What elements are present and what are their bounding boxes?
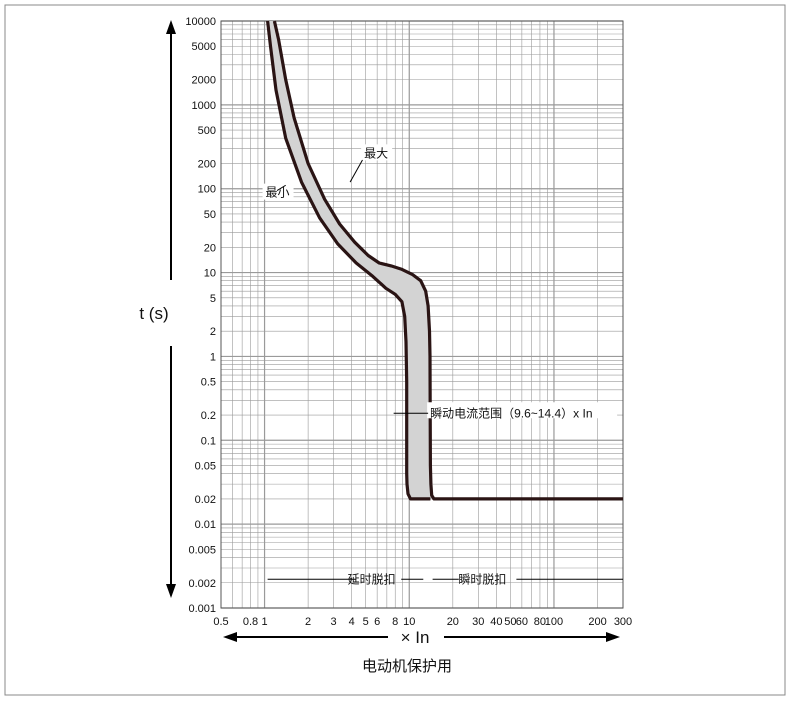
- y-axis-label: t (s): [139, 304, 168, 323]
- series-max-line: [272, 20, 623, 501]
- y-tick-label: 1000: [192, 100, 216, 112]
- y-tick-label: 2: [210, 326, 216, 338]
- x-tick-label: 6: [374, 616, 380, 628]
- x-tick-label: 40: [490, 616, 502, 628]
- y-tick-label: 200: [198, 158, 216, 170]
- x-tick-label: 10: [403, 616, 415, 628]
- x-tick-label: 20: [447, 616, 459, 628]
- y-tick-label: 0.1: [201, 435, 216, 447]
- y-tick-label: 2000: [192, 75, 216, 87]
- trip-range-fill: [267, 21, 434, 499]
- y-tick-label: 5000: [192, 41, 216, 53]
- x-arrow-right-head: [606, 632, 620, 642]
- y-tick-label: 500: [198, 125, 216, 137]
- y-arrow-down-head: [166, 584, 176, 598]
- y-tick-label: 10000: [185, 16, 216, 28]
- y-tick-label: 0.002: [188, 578, 216, 590]
- label-max: 最大: [364, 146, 388, 160]
- x-tick-label: 100: [545, 616, 563, 628]
- y-tick-label: 100: [198, 184, 216, 196]
- x-arrow-left-head: [223, 632, 237, 642]
- outer-border: [4, 4, 786, 696]
- x-axis-label: × In: [401, 628, 430, 647]
- x-tick-label: 200: [588, 616, 606, 628]
- y-tick-label: 0.5: [201, 377, 216, 389]
- x-tick-label: 0.5: [213, 616, 228, 628]
- label-max-leader: [349, 159, 363, 183]
- x-tick-label: 8: [392, 616, 398, 628]
- y-tick-label: 0.02: [195, 494, 216, 506]
- x-tick-label: 300: [614, 616, 632, 628]
- y-tick-label: 1: [210, 351, 216, 363]
- series-min-line: [266, 20, 431, 501]
- label-max-bg: [361, 144, 393, 161]
- y-tick-label: 5: [210, 293, 216, 305]
- label-instant-trip: 瞬时脱扣: [458, 571, 506, 586]
- x-tick-label: 80: [534, 616, 546, 628]
- trip-band: [267, 21, 434, 499]
- y-tick-label: 50: [204, 209, 216, 221]
- y-tick-label: 0.005: [188, 544, 216, 556]
- y-tick-label: 0.001: [188, 603, 216, 615]
- y-tick-label: 0.05: [195, 461, 216, 473]
- label-delay-trip: 延时脱扣: [348, 571, 396, 586]
- x-tick-label: 50: [504, 616, 516, 628]
- label-min-leader: [276, 184, 286, 192]
- x-tick-label: 0.8: [243, 616, 258, 628]
- y-tick-label: 20: [204, 242, 216, 254]
- x-tick-label: 2: [305, 616, 311, 628]
- x-tick-label: 30: [472, 616, 484, 628]
- y-tick-label: 10: [204, 268, 216, 280]
- y-tick-label: 0.01: [195, 519, 216, 531]
- label-min-bg: [262, 183, 294, 200]
- x-tick-label: 60: [516, 616, 528, 628]
- plot-border: [220, 20, 624, 609]
- y-tick-label: 0.2: [201, 410, 216, 422]
- label-instant-range: 瞬动电流范围（9.6~14.4）x In: [430, 406, 592, 420]
- x-tick-label: 4: [349, 616, 355, 628]
- x-tick-label: 5: [363, 616, 369, 628]
- x-tick-label: 3: [331, 616, 337, 628]
- label-min: 最小: [266, 186, 290, 200]
- chart-caption: 电动机保护用: [362, 658, 452, 675]
- label-instant-range-bg: [427, 402, 618, 419]
- y-arrow-up-head: [166, 20, 176, 34]
- series-lines: [266, 20, 623, 501]
- axes: t (s) × In 电动机保护用: [139, 20, 620, 675]
- x-tick-label: 1: [261, 616, 267, 628]
